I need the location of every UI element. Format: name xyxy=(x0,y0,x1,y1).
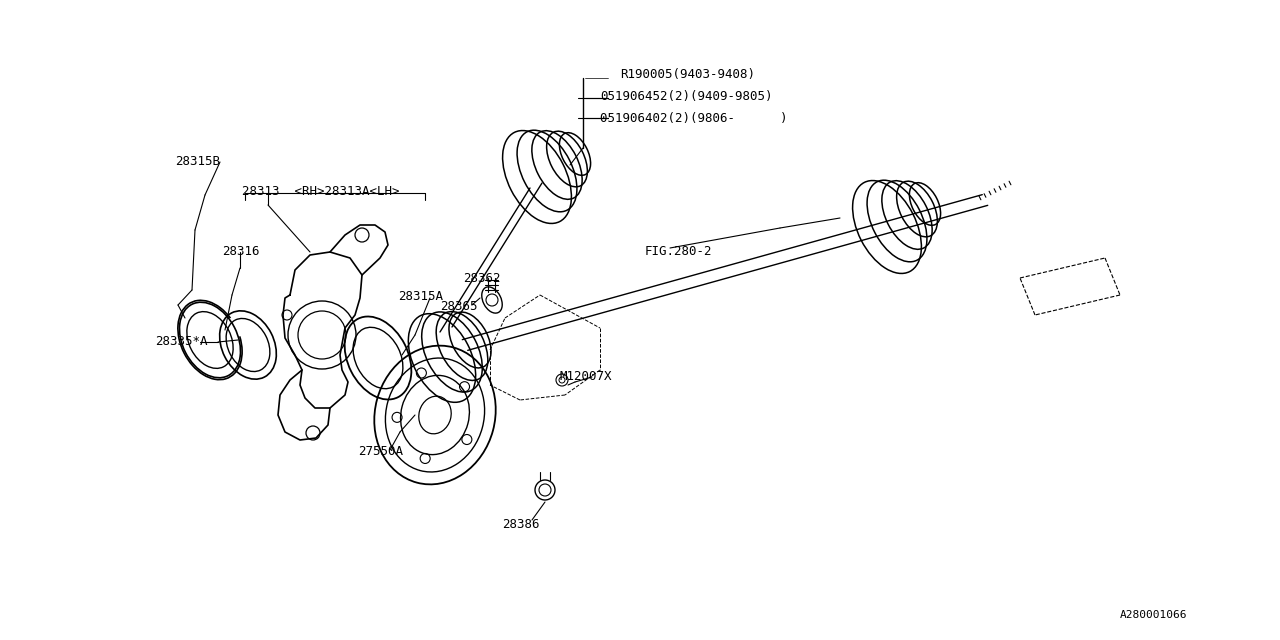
Text: M12007X: M12007X xyxy=(561,370,613,383)
Text: 28316: 28316 xyxy=(221,245,260,258)
Text: 27550A: 27550A xyxy=(358,445,403,458)
Text: 28313  <RH>28313A<LH>: 28313 <RH>28313A<LH> xyxy=(242,185,399,198)
Text: 28386: 28386 xyxy=(502,518,539,531)
Text: FIG.280-2: FIG.280-2 xyxy=(645,245,713,258)
Text: 051906402(2)(9806-      ): 051906402(2)(9806- ) xyxy=(600,112,787,125)
Text: 051906452(2)(9409-9805): 051906452(2)(9409-9805) xyxy=(600,90,773,103)
Text: R190005(9403-9408): R190005(9403-9408) xyxy=(620,68,755,81)
Text: 28362: 28362 xyxy=(463,272,500,285)
Text: A280001066: A280001066 xyxy=(1120,610,1188,620)
Text: 28315A: 28315A xyxy=(398,290,443,303)
Text: 28315B: 28315B xyxy=(175,155,220,168)
Text: 28365: 28365 xyxy=(440,300,477,313)
Text: 28335*A: 28335*A xyxy=(155,335,207,348)
